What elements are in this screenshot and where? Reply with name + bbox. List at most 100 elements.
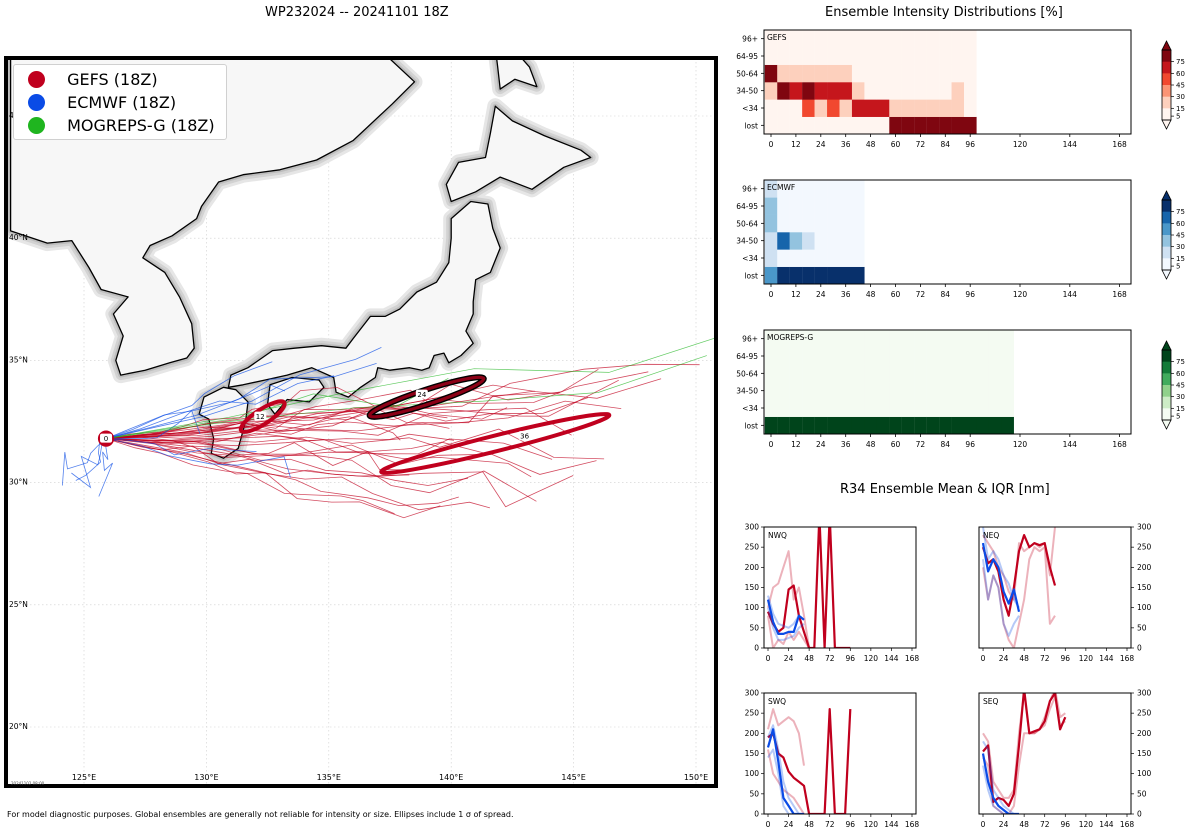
heatmap-cell bbox=[926, 416, 940, 435]
y-category-label: 34-50 bbox=[736, 87, 758, 96]
heatmap-cell bbox=[964, 99, 977, 117]
heatmap-cell bbox=[901, 364, 915, 383]
colorbar-segment bbox=[1162, 258, 1171, 271]
y-tick-label: 250 bbox=[745, 709, 760, 718]
heatmap-cell bbox=[827, 47, 840, 65]
colorbar-tick-label: 15 bbox=[1176, 405, 1185, 413]
x-tick-label: 60 bbox=[891, 140, 901, 149]
heatmap-cell bbox=[876, 47, 890, 65]
y-tick-label: 250 bbox=[1137, 709, 1152, 718]
y-tick-label: 200 bbox=[745, 563, 760, 572]
heatmap-cell bbox=[876, 64, 890, 83]
heatmap-cell bbox=[1001, 382, 1014, 400]
heatmap-cell bbox=[777, 364, 790, 383]
colorbar-tick-label: 30 bbox=[1176, 393, 1185, 401]
heatmap-cell bbox=[939, 382, 952, 400]
heatmap-cell bbox=[951, 416, 965, 435]
x-tick-label: 36 bbox=[841, 290, 851, 299]
y-tick-label: 100 bbox=[745, 769, 760, 778]
gefs-member-track bbox=[105, 400, 622, 439]
heatmap-cell bbox=[814, 232, 828, 250]
colorbar-segment bbox=[1162, 408, 1171, 421]
r34-plot-area bbox=[766, 527, 851, 648]
heatmap-cell bbox=[839, 364, 853, 383]
heatmap-cell bbox=[839, 232, 853, 250]
mogreps-member-track bbox=[105, 377, 449, 439]
colorbar-tick-label: 45 bbox=[1176, 382, 1185, 390]
colorbar-segment bbox=[1162, 85, 1171, 98]
heatmap-cell bbox=[1001, 364, 1014, 383]
r34-gefs-lower-line bbox=[767, 749, 805, 814]
heatmap-cell bbox=[851, 347, 865, 365]
heatmap-cell bbox=[964, 116, 977, 135]
heatmap-cell bbox=[951, 364, 965, 383]
intensity-title: Ensemble Intensity Distributions [%] bbox=[825, 5, 1063, 20]
heatmap-cell bbox=[839, 99, 853, 117]
r34-plot-area bbox=[981, 527, 1057, 648]
lat-tick-label: 25°N bbox=[9, 600, 28, 609]
ellipse-label-0: 0 bbox=[104, 435, 108, 443]
colorbar-tick-label: 30 bbox=[1176, 93, 1185, 101]
y-tick-label: 150 bbox=[745, 749, 760, 758]
heatmap-cell bbox=[964, 64, 977, 83]
heatmap-cell bbox=[802, 399, 815, 417]
heatmap-cell bbox=[802, 232, 815, 250]
x-tick-label: 144 bbox=[1063, 440, 1078, 449]
heatmap-cell bbox=[764, 249, 778, 267]
x-tick-label: 168 bbox=[1112, 140, 1127, 149]
x-tick-label: 48 bbox=[1019, 654, 1029, 663]
y-category-label: <34 bbox=[742, 104, 758, 113]
heatmap-cell bbox=[827, 180, 840, 198]
heatmap-cell bbox=[914, 64, 927, 83]
x-tick-label: 0 bbox=[769, 440, 774, 449]
colorbar-tick-label: 45 bbox=[1176, 82, 1185, 90]
heatmap-cell bbox=[951, 30, 965, 48]
heatmap-cell bbox=[926, 347, 940, 365]
heatmap-cell bbox=[889, 30, 902, 48]
x-tick-label: 72 bbox=[1040, 654, 1050, 663]
heatmap-cell bbox=[976, 330, 990, 348]
colorbar-extend-top bbox=[1161, 340, 1172, 351]
heatmap-cell bbox=[777, 64, 790, 83]
x-tick-label: 96 bbox=[965, 290, 975, 299]
colorbar-tick-label: 30 bbox=[1176, 243, 1185, 251]
heatmap-cell bbox=[814, 330, 828, 348]
heatmap-cell bbox=[814, 197, 828, 215]
heatmap-cell bbox=[777, 99, 790, 117]
heatmap-cell bbox=[764, 99, 778, 117]
heatmap-cell bbox=[802, 214, 815, 233]
legend-item-gefs: GEFS (18Z) bbox=[28, 69, 158, 91]
heatmap-cell bbox=[827, 197, 840, 215]
colorbar-segment bbox=[1162, 200, 1171, 213]
heatmap-cell bbox=[839, 64, 853, 83]
heatmap-cell bbox=[951, 64, 965, 83]
y-tick-label: 0 bbox=[754, 644, 759, 653]
y-tick-label: 100 bbox=[1137, 769, 1152, 778]
colorbar-segment bbox=[1162, 246, 1171, 259]
heatmap-cell bbox=[827, 64, 840, 83]
gefs-member-track bbox=[105, 432, 491, 455]
heatmap-cell bbox=[789, 197, 803, 215]
heatmap-cell bbox=[914, 82, 927, 100]
r34-frame bbox=[763, 526, 917, 649]
heatmap-cell bbox=[827, 82, 840, 100]
x-tick-label: 72 bbox=[1040, 820, 1050, 829]
r34-gefs-mean-line bbox=[767, 708, 852, 814]
heatmap-cell bbox=[802, 347, 815, 365]
heatmap-cell bbox=[901, 99, 915, 117]
colorbar-segment bbox=[1162, 350, 1171, 363]
heatmap-cell bbox=[914, 116, 927, 135]
ellipse-label-12: 12 bbox=[256, 413, 265, 421]
ecmwf-member-track bbox=[98, 438, 113, 497]
heatmap-cell bbox=[851, 382, 865, 400]
x-tick-label: 144 bbox=[1099, 820, 1114, 829]
legend-label-mogreps: MOGREPS-G (18Z) bbox=[67, 116, 215, 135]
r34-title: R34 Ensemble Mean & IQR [nm] bbox=[840, 482, 1050, 497]
r34-gefs-mean-line bbox=[982, 693, 1067, 807]
heatmap-cell bbox=[839, 214, 853, 233]
gefs-member-track bbox=[105, 433, 455, 444]
heatmap-cell bbox=[839, 47, 853, 65]
heatmap-cell bbox=[914, 364, 927, 383]
heatmap-cell bbox=[764, 266, 778, 285]
heatmap-cell bbox=[764, 47, 778, 65]
